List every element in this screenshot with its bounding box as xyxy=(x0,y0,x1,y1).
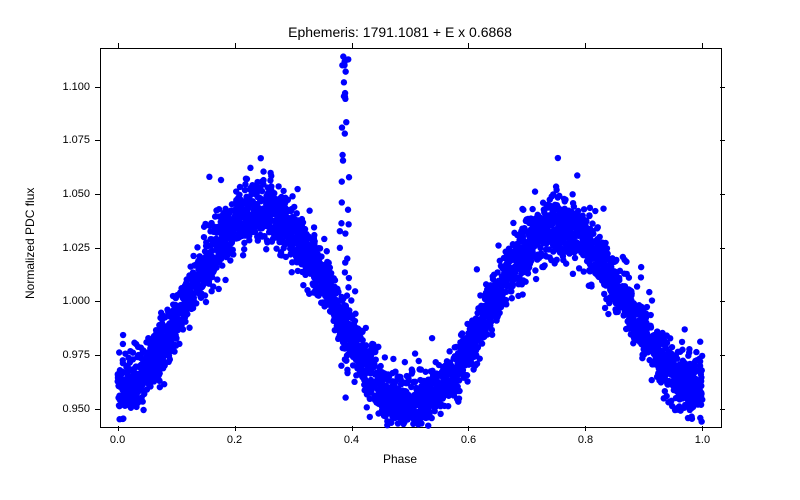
y-tick-label: 1.025 xyxy=(50,242,90,254)
y-tick-label: 1.000 xyxy=(50,295,90,307)
x-tick-label: 0.0 xyxy=(110,434,125,446)
y-tick-label: 1.075 xyxy=(50,134,90,146)
y-tick-label: 1.050 xyxy=(50,188,90,200)
x-tick-label: 1.0 xyxy=(695,434,710,446)
scatter-plot-svg xyxy=(0,0,800,500)
x-tick-label: 0.2 xyxy=(227,434,242,446)
y-tick-label: 0.950 xyxy=(50,403,90,415)
x-tick-label: 0.6 xyxy=(461,434,476,446)
y-tick-label: 1.100 xyxy=(50,81,90,93)
chart-container: Ephemeris: 1791.1081 + E x 0.6868 Normal… xyxy=(0,0,800,500)
x-tick-label: 0.4 xyxy=(344,434,359,446)
x-tick-label: 0.8 xyxy=(578,434,593,446)
y-tick-label: 0.975 xyxy=(50,349,90,361)
